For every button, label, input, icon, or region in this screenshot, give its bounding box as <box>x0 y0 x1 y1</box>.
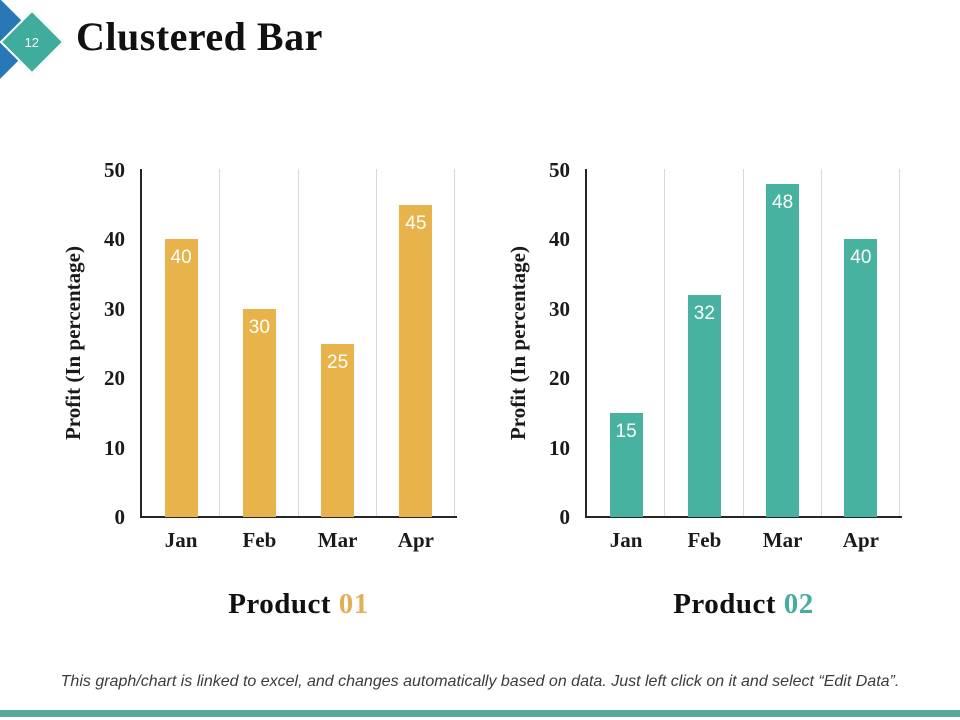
gridline <box>743 169 744 517</box>
y-axis-title: Profit (In percentage) <box>506 246 530 441</box>
bar-jan <box>609 412 643 517</box>
bar-value-label: 15 <box>615 420 637 442</box>
gridline <box>821 169 822 517</box>
gridline <box>298 169 299 517</box>
chart-title: Product 02 <box>567 588 920 621</box>
bar-value-label: 40 <box>850 247 872 269</box>
y-axis-line <box>140 169 142 518</box>
y-axis-tick-label: 20 <box>549 366 570 391</box>
x-axis-line <box>585 516 902 518</box>
y-axis-tick-label: 0 <box>114 505 126 529</box>
bar-feb <box>687 294 721 517</box>
chart-title-number: 01 <box>338 588 369 620</box>
bar-value-label: 40 <box>170 247 192 269</box>
chart-title-prefix: Product <box>228 588 332 620</box>
gridline <box>454 169 455 517</box>
x-axis-category-label: Apr <box>397 528 434 552</box>
x-axis-category-label: Feb <box>242 528 277 552</box>
bar-apr <box>844 239 878 517</box>
x-axis-category-label: Mar <box>317 528 358 552</box>
y-axis-tick-label: 0 <box>559 505 571 529</box>
y-axis-tick-label: 20 <box>104 366 125 391</box>
y-axis-tick-label: 30 <box>549 296 570 321</box>
bar-feb <box>242 308 276 517</box>
bar-value-label: 30 <box>248 316 270 338</box>
gridline <box>376 169 377 517</box>
bar-value-label: 45 <box>405 212 427 234</box>
y-axis-tick-label: 50 <box>104 158 125 182</box>
chart-title: Product 01 <box>122 588 475 621</box>
bar-mar <box>321 343 355 517</box>
chart-title-number: 02 <box>783 588 814 620</box>
y-axis-tick-label: 10 <box>549 435 570 460</box>
y-axis-tick-label: 40 <box>104 227 125 252</box>
x-axis-category-label: Jan <box>164 528 198 552</box>
x-axis-category-label: Apr <box>842 528 879 552</box>
y-axis-tick-label: 10 <box>104 435 125 460</box>
x-axis-category-label: Jan <box>609 528 643 552</box>
y-axis-title: Profit (In percentage) <box>61 246 85 441</box>
y-axis-line <box>585 169 587 518</box>
bar-value-label: 25 <box>327 351 349 373</box>
bar-apr <box>399 204 433 517</box>
bar-chart-product-02[interactable]: Profit (In percentage) Product 02 0 10 20 3… <box>506 158 902 620</box>
bottom-accent-strip <box>0 710 960 717</box>
x-axis-line <box>140 516 457 518</box>
gridline <box>664 169 665 517</box>
y-axis-tick-label: 30 <box>104 296 125 321</box>
bar-mar <box>766 183 800 517</box>
y-axis-tick-label: 50 <box>549 158 570 182</box>
gridline <box>219 169 220 517</box>
y-axis-tick-label: 40 <box>549 227 570 252</box>
gridline <box>899 169 900 517</box>
bar-value-label: 48 <box>772 191 794 213</box>
x-axis-category-label: Feb <box>687 528 722 552</box>
bar-value-label: 32 <box>693 302 715 324</box>
page-number: 12 <box>24 34 40 50</box>
footer-note: This graph/chart is linked to excel, and… <box>60 673 900 690</box>
bar-jan <box>164 239 198 517</box>
slide-title: Clustered Bar <box>76 14 323 59</box>
x-axis-category-label: Mar <box>762 528 803 552</box>
bar-chart-product-01[interactable]: Profit (In percentage) Product 01 0 10 20 3… <box>61 158 457 620</box>
chart-title-prefix: Product <box>673 588 777 620</box>
